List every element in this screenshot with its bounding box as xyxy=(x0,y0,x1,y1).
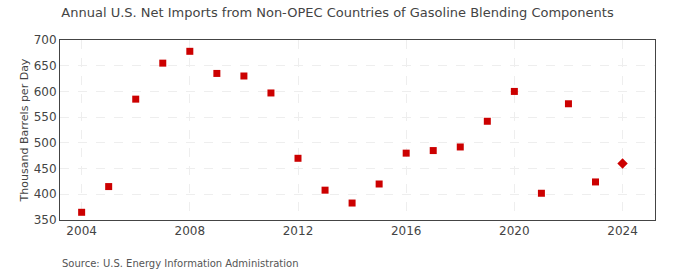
svg-text:400: 400 xyxy=(34,187,57,201)
svg-text:450: 450 xyxy=(34,162,57,176)
svg-text:600: 600 xyxy=(34,85,57,99)
svg-text:Annual U.S. Net Imports from N: Annual U.S. Net Imports from Non-OPEC Co… xyxy=(61,5,614,20)
svg-text:650: 650 xyxy=(34,59,57,73)
svg-text:2020: 2020 xyxy=(499,224,530,238)
svg-text:Thousand Barrels per Day: Thousand Barrels per Day xyxy=(18,58,31,202)
svg-text:350: 350 xyxy=(34,213,57,227)
svg-text:2008: 2008 xyxy=(175,224,206,238)
svg-text:2016: 2016 xyxy=(391,224,422,238)
svg-text:2024: 2024 xyxy=(607,224,638,238)
svg-text:2012: 2012 xyxy=(283,224,314,238)
svg-text:Source: U.S. Energy Informatio: Source: U.S. Energy Information Administ… xyxy=(62,258,299,269)
svg-text:2004: 2004 xyxy=(66,224,97,238)
svg-text:550: 550 xyxy=(34,110,57,124)
svg-text:500: 500 xyxy=(34,136,57,150)
svg-text:700: 700 xyxy=(34,33,57,47)
